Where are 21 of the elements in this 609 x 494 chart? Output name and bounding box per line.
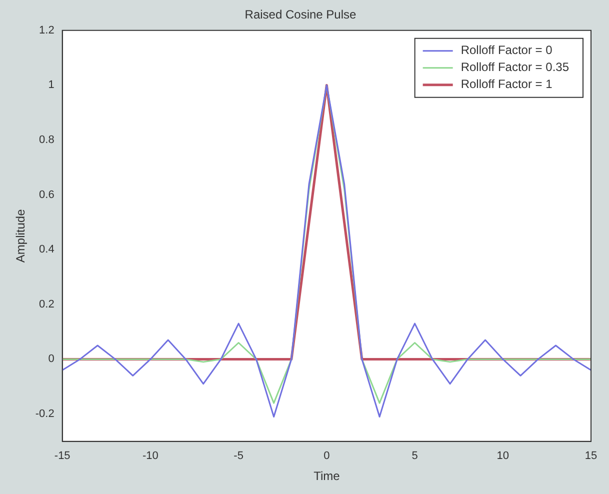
- x-tick-label: -10: [142, 450, 158, 462]
- y-tick-label: -0.2: [35, 408, 54, 420]
- legend-label: Rolloff Factor = 0.35: [460, 60, 570, 74]
- x-tick-label: -15: [54, 450, 70, 462]
- y-tick-label: 1: [48, 79, 54, 92]
- y-tick-label: 0.2: [39, 298, 54, 310]
- legend-label: Rolloff Factor = 1: [460, 77, 553, 92]
- chart-title: Raised Cosine Pulse: [244, 8, 357, 22]
- x-axis-title: Time: [314, 469, 340, 484]
- y-axis-title: Amplitude: [14, 208, 28, 263]
- x-tick-label: 15: [584, 450, 598, 462]
- y-tick-label: 0.8: [39, 134, 54, 146]
- y-tick-label: 1.2: [39, 24, 54, 36]
- x-tick-label: 0: [324, 450, 330, 462]
- x-tick-label: 5: [412, 450, 418, 462]
- y-tick-label: 0.6: [39, 188, 54, 201]
- x-tick-label: -5: [234, 450, 244, 462]
- y-tick-label: 0.4: [39, 244, 54, 256]
- y-tick-label: 0: [48, 353, 54, 366]
- x-tick-label: 10: [496, 450, 510, 462]
- legend-label: Rolloff Factor = 0: [460, 43, 553, 58]
